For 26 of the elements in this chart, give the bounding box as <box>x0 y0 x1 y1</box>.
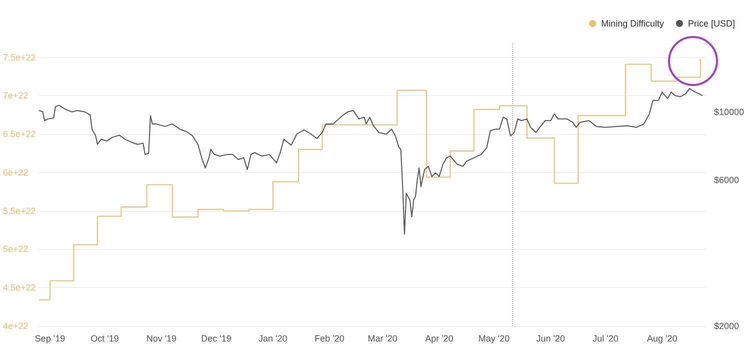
x-tick-label: Mar '20 <box>368 334 398 344</box>
y-tick-label: 4e+22 <box>3 321 28 331</box>
x-tick-label: Dec '19 <box>201 334 232 344</box>
y-tick-label: 6e+22 <box>3 167 28 178</box>
y2-tick-label: $2000 <box>714 321 740 331</box>
legend-label: Price [USD] <box>688 18 736 28</box>
y2-tick-label: $6000 <box>714 174 740 185</box>
x-tick-label: Jun '20 <box>536 334 566 344</box>
x-tick-label: Jan '20 <box>258 334 288 344</box>
y-tick-label: 7.5e+22 <box>3 52 36 62</box>
line-series <box>38 88 703 235</box>
x-tick-label: Sep '19 <box>34 334 66 344</box>
x-tick-label: Aug '20 <box>647 334 678 344</box>
x-tick-label: Feb '20 <box>314 334 344 344</box>
y-tick-label: 7e+22 <box>3 90 28 101</box>
y-tick-label: 6.5e+22 <box>3 129 36 140</box>
x-tick-label: May '20 <box>478 334 510 344</box>
y-tick-label: 5.5e+22 <box>3 206 36 216</box>
x-tick-label: Nov '19 <box>146 334 177 344</box>
x-tick-label: Jul '20 <box>592 334 618 344</box>
x-tick-label: Oct '19 <box>90 334 119 344</box>
y-tick-label: 5e+22 <box>3 244 28 254</box>
legend-label: Mining Difficulty <box>601 18 664 28</box>
x-tick-label: Apr '20 <box>425 334 454 344</box>
y2-tick-label: $10000 <box>714 106 744 117</box>
y-tick-label: 4.5e+22 <box>3 282 36 293</box>
